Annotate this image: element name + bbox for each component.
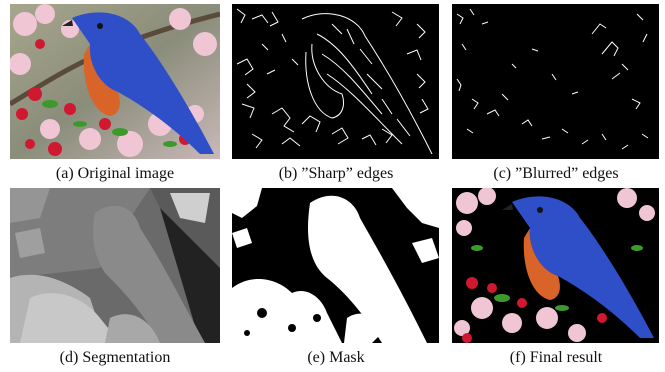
caption-original-image: (a) Original image	[55, 165, 175, 182]
panel-segmentation	[10, 188, 220, 343]
caption-final-result: (f) Final result	[509, 349, 603, 366]
panel-mask	[232, 188, 439, 343]
bluebird-on-black-icon	[452, 188, 659, 343]
caption-mask: (e) Mask	[307, 349, 365, 366]
caption-segmentation: (d) Segmentation	[59, 349, 171, 366]
bluebird-photo-icon	[10, 4, 220, 159]
panel-original-image	[10, 4, 220, 159]
binary-mask-icon	[232, 188, 439, 343]
grayscale-segmentation-icon	[10, 188, 220, 343]
caption-blurred-edges: (c) ”Blurred” edges	[493, 165, 619, 182]
caption-sharp-edges: (b) ”Sharp” edges	[278, 165, 394, 182]
panel-blurred-edges	[452, 4, 659, 159]
edge-map-sparse-icon	[452, 4, 659, 159]
edge-map-dense-icon	[232, 4, 439, 159]
panel-sharp-edges	[232, 4, 439, 159]
panel-final-result	[452, 188, 659, 343]
